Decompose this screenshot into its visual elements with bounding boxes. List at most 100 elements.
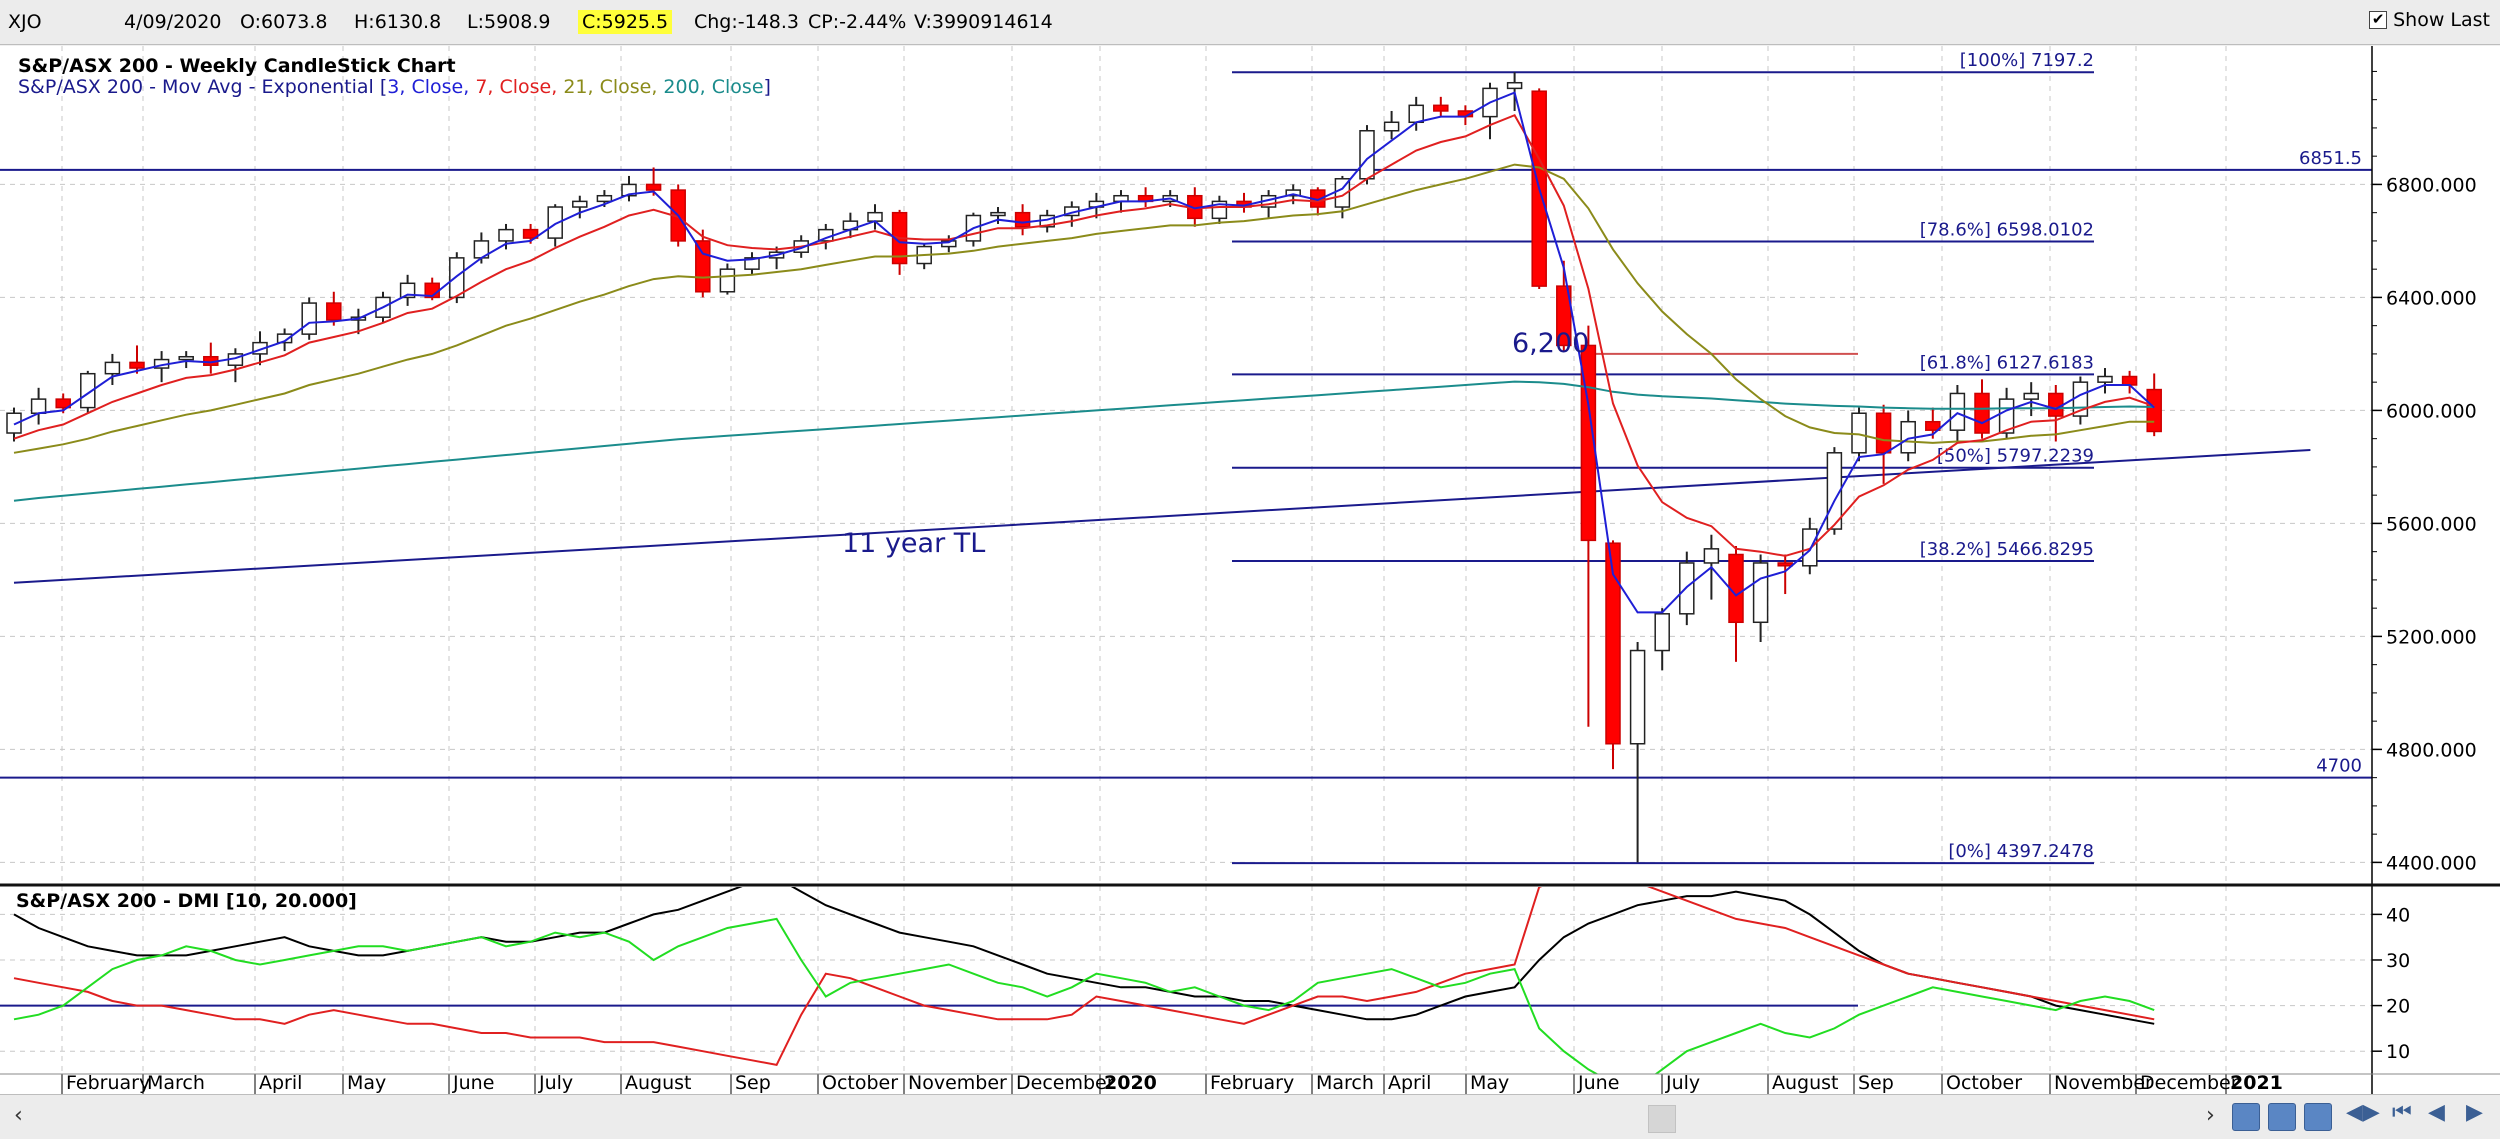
price-tick-label: 6800.000 — [2386, 174, 2477, 196]
scroll-left-icon[interactable]: ‹ — [14, 1103, 23, 1128]
candle-body-up — [1851, 412, 1867, 454]
candle — [1556, 260, 1572, 352]
dmi-title: S&P/ASX 200 - DMI [10, 20.000] — [16, 890, 357, 912]
chart-area[interactable]: [100%] 7197.2 [78.6%] 6598.0102 [61.8%] 61… — [0, 46, 2500, 1094]
candle — [129, 345, 145, 374]
candle-body-up — [104, 361, 121, 375]
date-label: 4/09/2020 — [124, 11, 222, 33]
high-value: H:6130.8 — [354, 11, 442, 33]
time-tick-label: August — [1772, 1072, 1839, 1094]
time-tick-label: April — [1388, 1072, 1431, 1094]
fib-label: [78.6%] 6598.0102 — [1920, 219, 2094, 240]
candle — [1875, 404, 1892, 484]
candle — [719, 263, 736, 295]
candle — [449, 252, 465, 304]
candle-body-down — [695, 240, 711, 293]
dmi-tick-label: 40 — [2386, 904, 2410, 926]
ema-3-line — [13, 91, 2155, 614]
time-tick-label: July — [538, 1072, 573, 1094]
horizontal-levels: 6851.5 4700 — [0, 148, 2372, 779]
candle — [941, 235, 957, 253]
horizontal-scrollbar[interactable]: ‹ › ◀▶ ⏮ ◀ ▶ — [0, 1094, 2500, 1139]
time-tick-label: April — [259, 1072, 302, 1094]
candle-body-down — [522, 228, 539, 239]
candle-body-up — [301, 302, 317, 335]
chart-subtitle: S&P/ASX 200 - Mov Avg - Exponential [3, … — [18, 76, 771, 98]
grid-lines — [0, 46, 2372, 1074]
zoom-in-icon[interactable] — [2232, 1103, 2260, 1131]
ema-21-line — [13, 163, 2155, 454]
candle-body-up — [1408, 104, 1424, 124]
candle — [1629, 642, 1646, 863]
candle — [1900, 410, 1916, 462]
ma-param-200: 200, Close — [663, 76, 763, 98]
time-tick-label: November — [2054, 1072, 2153, 1094]
price-tick-label: 4800.000 — [2386, 739, 2477, 761]
candle-body-down — [2048, 392, 2064, 417]
zoom-reset-icon[interactable] — [2304, 1103, 2332, 1131]
fib-label: [50%] 5797.2239 — [1937, 446, 2094, 467]
candle — [744, 252, 760, 275]
zoom-out-icon[interactable] — [2268, 1103, 2296, 1131]
dmi-lines — [0, 887, 2155, 1074]
candle-body-up — [80, 372, 96, 409]
candle-body-up — [30, 398, 47, 414]
time-tick-label: Sep — [1858, 1072, 1894, 1094]
show-last-toggle[interactable]: ✔ Show Last — [2369, 9, 2490, 31]
candle-body-up — [2023, 392, 2039, 400]
expand-icon[interactable]: ◀▶ — [2346, 1100, 2380, 1125]
candle-body-up — [1752, 562, 1769, 624]
time-tick-label: March — [1316, 1072, 1374, 1094]
candle-body-up — [1629, 649, 1646, 745]
candle — [990, 207, 1006, 224]
candle-body-down — [1974, 392, 1990, 434]
time-tick-label: 2021 — [2230, 1072, 2283, 1094]
candle-body-up — [1654, 613, 1670, 652]
candle-body-up — [547, 206, 563, 239]
candle-body-down — [2121, 375, 2138, 386]
candle-body-down — [1014, 211, 1031, 228]
ma-param-21: 21, Close, — [563, 76, 663, 98]
minus-di-line — [13, 887, 2155, 1067]
scroll-right-icon[interactable]: › — [2206, 1103, 2215, 1128]
show-last-label: Show Last — [2393, 9, 2490, 31]
ema-7-line — [13, 113, 2155, 557]
candle — [547, 204, 563, 247]
time-tick-label: May — [1470, 1072, 1509, 1094]
candle-body-up — [6, 412, 22, 434]
plus-di-line — [13, 917, 2155, 1074]
first-page-icon[interactable]: ⏮ — [2392, 1100, 2412, 1125]
candle-body-up — [744, 257, 760, 270]
step-back-icon[interactable]: ◀ — [2428, 1100, 2445, 1125]
candle — [1383, 110, 1400, 140]
candle-body-up — [1506, 81, 1523, 90]
time-tick-label: 2020 — [1104, 1072, 1157, 1094]
candle-body-down — [1605, 542, 1621, 745]
candle-body-up — [276, 333, 293, 344]
dmi-tick-label: 30 — [2386, 950, 2410, 972]
candle — [1580, 325, 1597, 727]
candle-body-down — [55, 398, 71, 409]
show-last-checkbox[interactable]: ✔ — [2369, 11, 2388, 29]
time-tick-label: March — [147, 1072, 205, 1094]
candle-body-up — [719, 268, 736, 293]
close-value: C:5925.5 — [578, 10, 673, 34]
time-tick-label: July — [1665, 1072, 1700, 1094]
candle — [1433, 96, 1449, 117]
candle-body-down — [1433, 104, 1449, 112]
dmi-tick-label: 20 — [2386, 996, 2410, 1018]
step-forward-icon[interactable]: ▶ — [2466, 1100, 2483, 1125]
fib-label: [61.8%] 6127.6183 — [1920, 352, 2094, 373]
scroll-thumb[interactable] — [1648, 1105, 1676, 1133]
change-value: Chg:-148.3 — [694, 11, 800, 33]
candle — [498, 223, 514, 250]
candle — [2023, 382, 2039, 417]
candle-body-up — [449, 257, 465, 299]
candle-body-up — [867, 211, 883, 222]
level-label: 4700 — [2316, 756, 2362, 777]
candle — [104, 353, 121, 385]
price-tick-label: 5200.000 — [2386, 626, 2477, 648]
candle-body-down — [1875, 412, 1892, 454]
candle-body-up — [572, 200, 588, 208]
candle — [2048, 384, 2064, 442]
